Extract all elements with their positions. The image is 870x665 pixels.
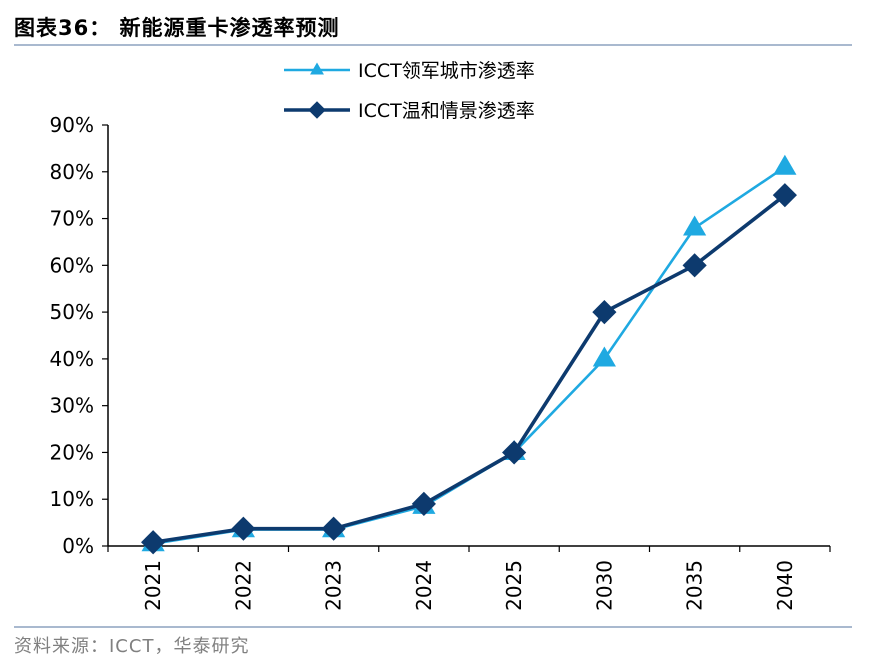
data-point	[772, 183, 797, 208]
y-tick-label: 90%	[50, 113, 94, 137]
data-point	[773, 154, 797, 175]
title-divider	[14, 44, 852, 46]
x-tick-label: 2035	[683, 560, 707, 611]
y-tick-label: 10%	[50, 487, 94, 511]
legend-item: ICCT领军城市渗透率	[284, 60, 535, 82]
source-divider	[14, 626, 852, 628]
series-line	[152, 193, 786, 545]
y-tick-label: 0%	[62, 534, 94, 558]
data-point	[592, 300, 617, 325]
y-tick-label: 70%	[50, 207, 94, 231]
x-tick-label: 2025	[502, 560, 526, 611]
series-layer	[141, 154, 797, 555]
legend: ICCT领军城市渗透率 ICCT温和情景渗透率	[284, 60, 535, 122]
x-tick-label: 2023	[322, 560, 346, 611]
x-tick-label: 2021	[141, 560, 165, 611]
data-point	[683, 215, 707, 236]
x-tick-label: 2040	[773, 560, 797, 611]
legend-swatch-marker	[308, 101, 326, 119]
y-tick-label: 60%	[50, 253, 94, 277]
legend-label: ICCT温和情景渗透率	[358, 100, 535, 122]
y-tick-label: 20%	[50, 440, 94, 464]
data-point	[682, 253, 707, 278]
axes: 0% 10% 20% 30% 40% 50% 60% 70% 80% 90% 2021 2022 202…	[50, 113, 831, 611]
data-point	[592, 346, 616, 367]
series-leading-cities	[141, 154, 797, 552]
legend-item: ICCT温和情景渗透率	[284, 100, 535, 122]
series-moderate-scenario	[141, 183, 797, 555]
x-tick-label: 2030	[592, 560, 616, 611]
y-tick-label: 40%	[50, 347, 94, 371]
data-point	[231, 516, 256, 541]
x-tick-label: 2022	[231, 560, 255, 611]
y-tick-label: 30%	[50, 394, 94, 418]
legend-label: ICCT领军城市渗透率	[358, 60, 535, 82]
data-point	[502, 440, 527, 465]
figure-source: 资料来源：ICCT，华泰研究	[14, 636, 250, 657]
data-point	[411, 491, 436, 516]
y-tick-label: 80%	[50, 160, 94, 184]
figure-title: 图表36： 新能源重卡渗透率预测	[14, 16, 340, 40]
y-tick-label: 50%	[50, 300, 94, 324]
legend-swatch-marker	[310, 62, 324, 75]
data-point	[321, 516, 346, 541]
x-tick-label: 2024	[412, 560, 436, 611]
data-point	[141, 530, 166, 555]
